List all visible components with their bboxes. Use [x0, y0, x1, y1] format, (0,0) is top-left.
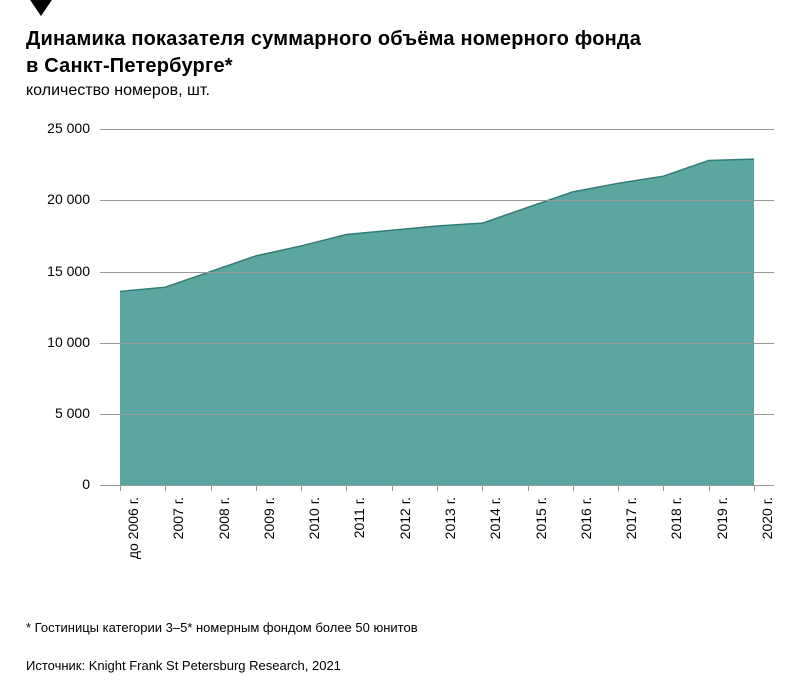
- x-tick-mark: [618, 485, 619, 491]
- gridline: [100, 414, 774, 415]
- y-tick-label: 5 000: [26, 405, 90, 421]
- y-tick-label: 20 000: [26, 191, 90, 207]
- x-tick-mark: [709, 485, 710, 491]
- y-tick-label: 25 000: [26, 120, 90, 136]
- x-tick-label: 2016 г.: [578, 497, 594, 539]
- x-tick-label: 2009 г.: [261, 497, 277, 539]
- x-tick-mark: [663, 485, 664, 491]
- x-tick-mark: [120, 485, 121, 491]
- x-tick-label: 2007 г.: [170, 497, 186, 539]
- gridline: [100, 129, 774, 130]
- x-tick-label: 2020 г.: [759, 497, 775, 539]
- plot-area: [100, 115, 774, 485]
- x-tick-label: 2015 г.: [533, 497, 549, 539]
- x-tick-mark: [437, 485, 438, 491]
- x-tick-label: 2019 г.: [714, 497, 730, 539]
- x-tick-mark: [392, 485, 393, 491]
- x-tick-label: 2012 г.: [397, 497, 413, 539]
- x-tick-label: 2011 г.: [351, 497, 367, 538]
- area-series: [100, 115, 774, 485]
- page: Динамика показателя суммарного объёма но…: [0, 0, 800, 697]
- y-tick-label: 0: [26, 476, 90, 492]
- y-tick-label: 15 000: [26, 263, 90, 279]
- x-tick-label: 2008 г.: [216, 497, 232, 539]
- x-tick-label: 2014 г.: [487, 497, 503, 539]
- footnote-definition: * Гостиницы категории 3–5* номерным фонд…: [26, 620, 418, 635]
- x-tick-mark: [301, 485, 302, 491]
- x-tick-mark: [211, 485, 212, 491]
- gridline: [100, 200, 774, 201]
- gridline: [100, 272, 774, 273]
- x-tick-label: 2013 г.: [442, 497, 458, 539]
- chart: 0 5 000 10 000 15 000 20 000 25 000 до 2006 г…: [26, 115, 774, 575]
- x-tick-mark: [256, 485, 257, 491]
- footnote-source: Источник: Knight Frank St Petersburg Res…: [26, 658, 341, 673]
- y-tick-label: 10 000: [26, 334, 90, 350]
- x-tick-label: 2017 г.: [623, 497, 639, 539]
- x-tick-mark: [346, 485, 347, 491]
- x-tick-mark: [754, 485, 755, 491]
- x-tick-mark: [573, 485, 574, 491]
- chart-subtitle: количество номеров, шт.: [26, 82, 210, 100]
- x-tick-mark: [528, 485, 529, 491]
- x-tick-label: 2018 г.: [668, 497, 684, 539]
- header-marker-icon: [26, 0, 56, 18]
- chart-title: Динамика показателя суммарного объёма но…: [26, 26, 641, 80]
- gridline: [100, 343, 774, 344]
- chart-title-line2: в Санкт-Петербурге*: [26, 55, 233, 77]
- x-tick-mark: [482, 485, 483, 491]
- x-tick-label: до 2006 г.: [125, 497, 141, 559]
- x-tick-mark: [165, 485, 166, 491]
- chart-title-line1: Динамика показателя суммарного объёма но…: [26, 28, 641, 50]
- x-tick-label: 2010 г.: [306, 497, 322, 539]
